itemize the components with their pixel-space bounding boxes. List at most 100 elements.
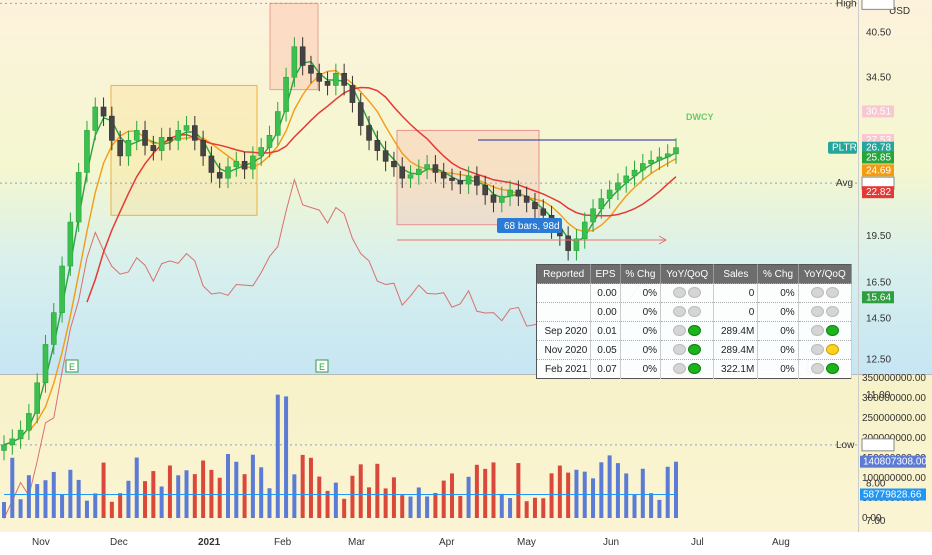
candle-body [134, 130, 139, 140]
candle-body [425, 165, 430, 169]
candle-body [159, 137, 164, 150]
tag-label: Avg [836, 178, 853, 189]
price-tick-label: 34.50 [866, 72, 891, 83]
price-tick-label: 19.50 [866, 231, 891, 242]
candle-body [649, 160, 654, 163]
candle-body [333, 73, 338, 85]
candle-body [441, 172, 446, 178]
grey-dot-icon [688, 287, 701, 298]
sales-change-cell: 0% [758, 360, 798, 379]
earnings-col-header: YoY/QoQ [661, 265, 714, 284]
candle-body [524, 196, 529, 202]
green-dot-icon [688, 325, 701, 336]
time-tick-label: May [517, 537, 536, 548]
candle-body [582, 222, 587, 239]
volume-bar [259, 467, 263, 518]
candle-body [275, 112, 280, 136]
volume-tag-value: 140807308.00 [863, 457, 927, 468]
volume-bar [417, 487, 421, 518]
candle-body [101, 107, 106, 116]
grey-dot-icon [673, 306, 686, 317]
candle-body [375, 140, 380, 150]
volume-bar [218, 478, 222, 518]
candle-body [109, 116, 114, 140]
candle-body [466, 176, 471, 184]
volume-bar [500, 494, 504, 518]
candle-body [234, 161, 239, 167]
green-dot-icon [688, 344, 701, 355]
eps-change-cell: 0% [620, 303, 660, 322]
eps-cell: 0.01 [591, 322, 620, 341]
candle-body [615, 183, 620, 190]
yoy-qoq-indicators [798, 303, 851, 322]
volume-bar [19, 499, 23, 518]
volume-bar [508, 498, 512, 518]
price-tick-label: 16.50 [866, 277, 891, 288]
volume-tick-label: 300000000.00 [862, 393, 926, 404]
volume-bar [68, 470, 72, 518]
volume-bar [641, 469, 645, 518]
candle-body [541, 209, 546, 216]
volume-bar [85, 501, 89, 518]
candle-body [358, 103, 363, 126]
candle-body [201, 140, 206, 156]
candle-body [84, 130, 89, 172]
volume-bar [35, 484, 39, 518]
volume-bar [616, 463, 620, 518]
candle-body [284, 77, 289, 111]
time-tick-label: Nov [32, 537, 50, 548]
eps-cell: 0.00 [591, 303, 620, 322]
candle-body [2, 445, 7, 451]
volume-bar [633, 495, 637, 518]
volume-bar [334, 483, 338, 518]
grey-dot-icon [826, 287, 839, 298]
candle-body [532, 202, 537, 208]
candle-body [126, 140, 131, 156]
candle-body [665, 154, 670, 157]
symbol-tag: PLTR [832, 143, 857, 154]
earnings-col-header: Reported [537, 265, 591, 284]
volume-bar [309, 458, 313, 518]
yoy-qoq-indicators [798, 360, 851, 379]
eps-change-cell: 0% [620, 284, 660, 303]
volume-bar [666, 467, 670, 518]
sales-change-cell: 0% [758, 322, 798, 341]
price-tick-label: 40.50 [866, 28, 891, 39]
volume-bar [10, 458, 14, 518]
candle-body [68, 222, 73, 266]
reported-cell: Nov 2020 [537, 341, 591, 360]
candle-body [192, 126, 197, 141]
price-tag-value: 30.51 [866, 106, 891, 117]
grey-dot-icon [826, 306, 839, 317]
candle-body [167, 137, 172, 140]
grey-dot-icon [673, 325, 686, 336]
sales-cell: 289.4M [714, 341, 758, 360]
volume-bar [516, 463, 520, 518]
volume-bar [442, 481, 446, 518]
yoy-qoq-indicators [661, 303, 714, 322]
grey-dot-icon [673, 287, 686, 298]
volume-bar [317, 477, 321, 518]
sales-change-cell: 0% [758, 303, 798, 322]
volume-bar [674, 462, 678, 518]
candle-body [118, 140, 123, 156]
candle-body [566, 236, 571, 251]
sales-cell: 0 [714, 303, 758, 322]
candle-body [433, 165, 438, 173]
tag-label: High [836, 0, 857, 9]
grey-dot-icon [811, 306, 824, 317]
green-dot-icon [688, 363, 701, 374]
volume-bar [143, 481, 147, 518]
candle-body [209, 156, 214, 173]
volume-bar [93, 493, 97, 518]
eps-change-cell: 0% [620, 360, 660, 379]
yoy-qoq-indicators [798, 322, 851, 341]
tag-label: Low [836, 440, 855, 451]
time-tick-label: Dec [110, 537, 128, 548]
candle-body [259, 147, 264, 155]
volume-bar [251, 455, 255, 518]
candle-body [508, 190, 513, 196]
